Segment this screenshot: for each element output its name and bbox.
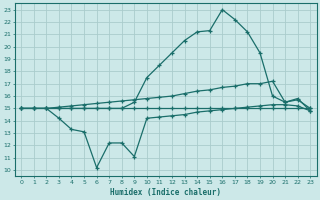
X-axis label: Humidex (Indice chaleur): Humidex (Indice chaleur) [110, 188, 221, 197]
